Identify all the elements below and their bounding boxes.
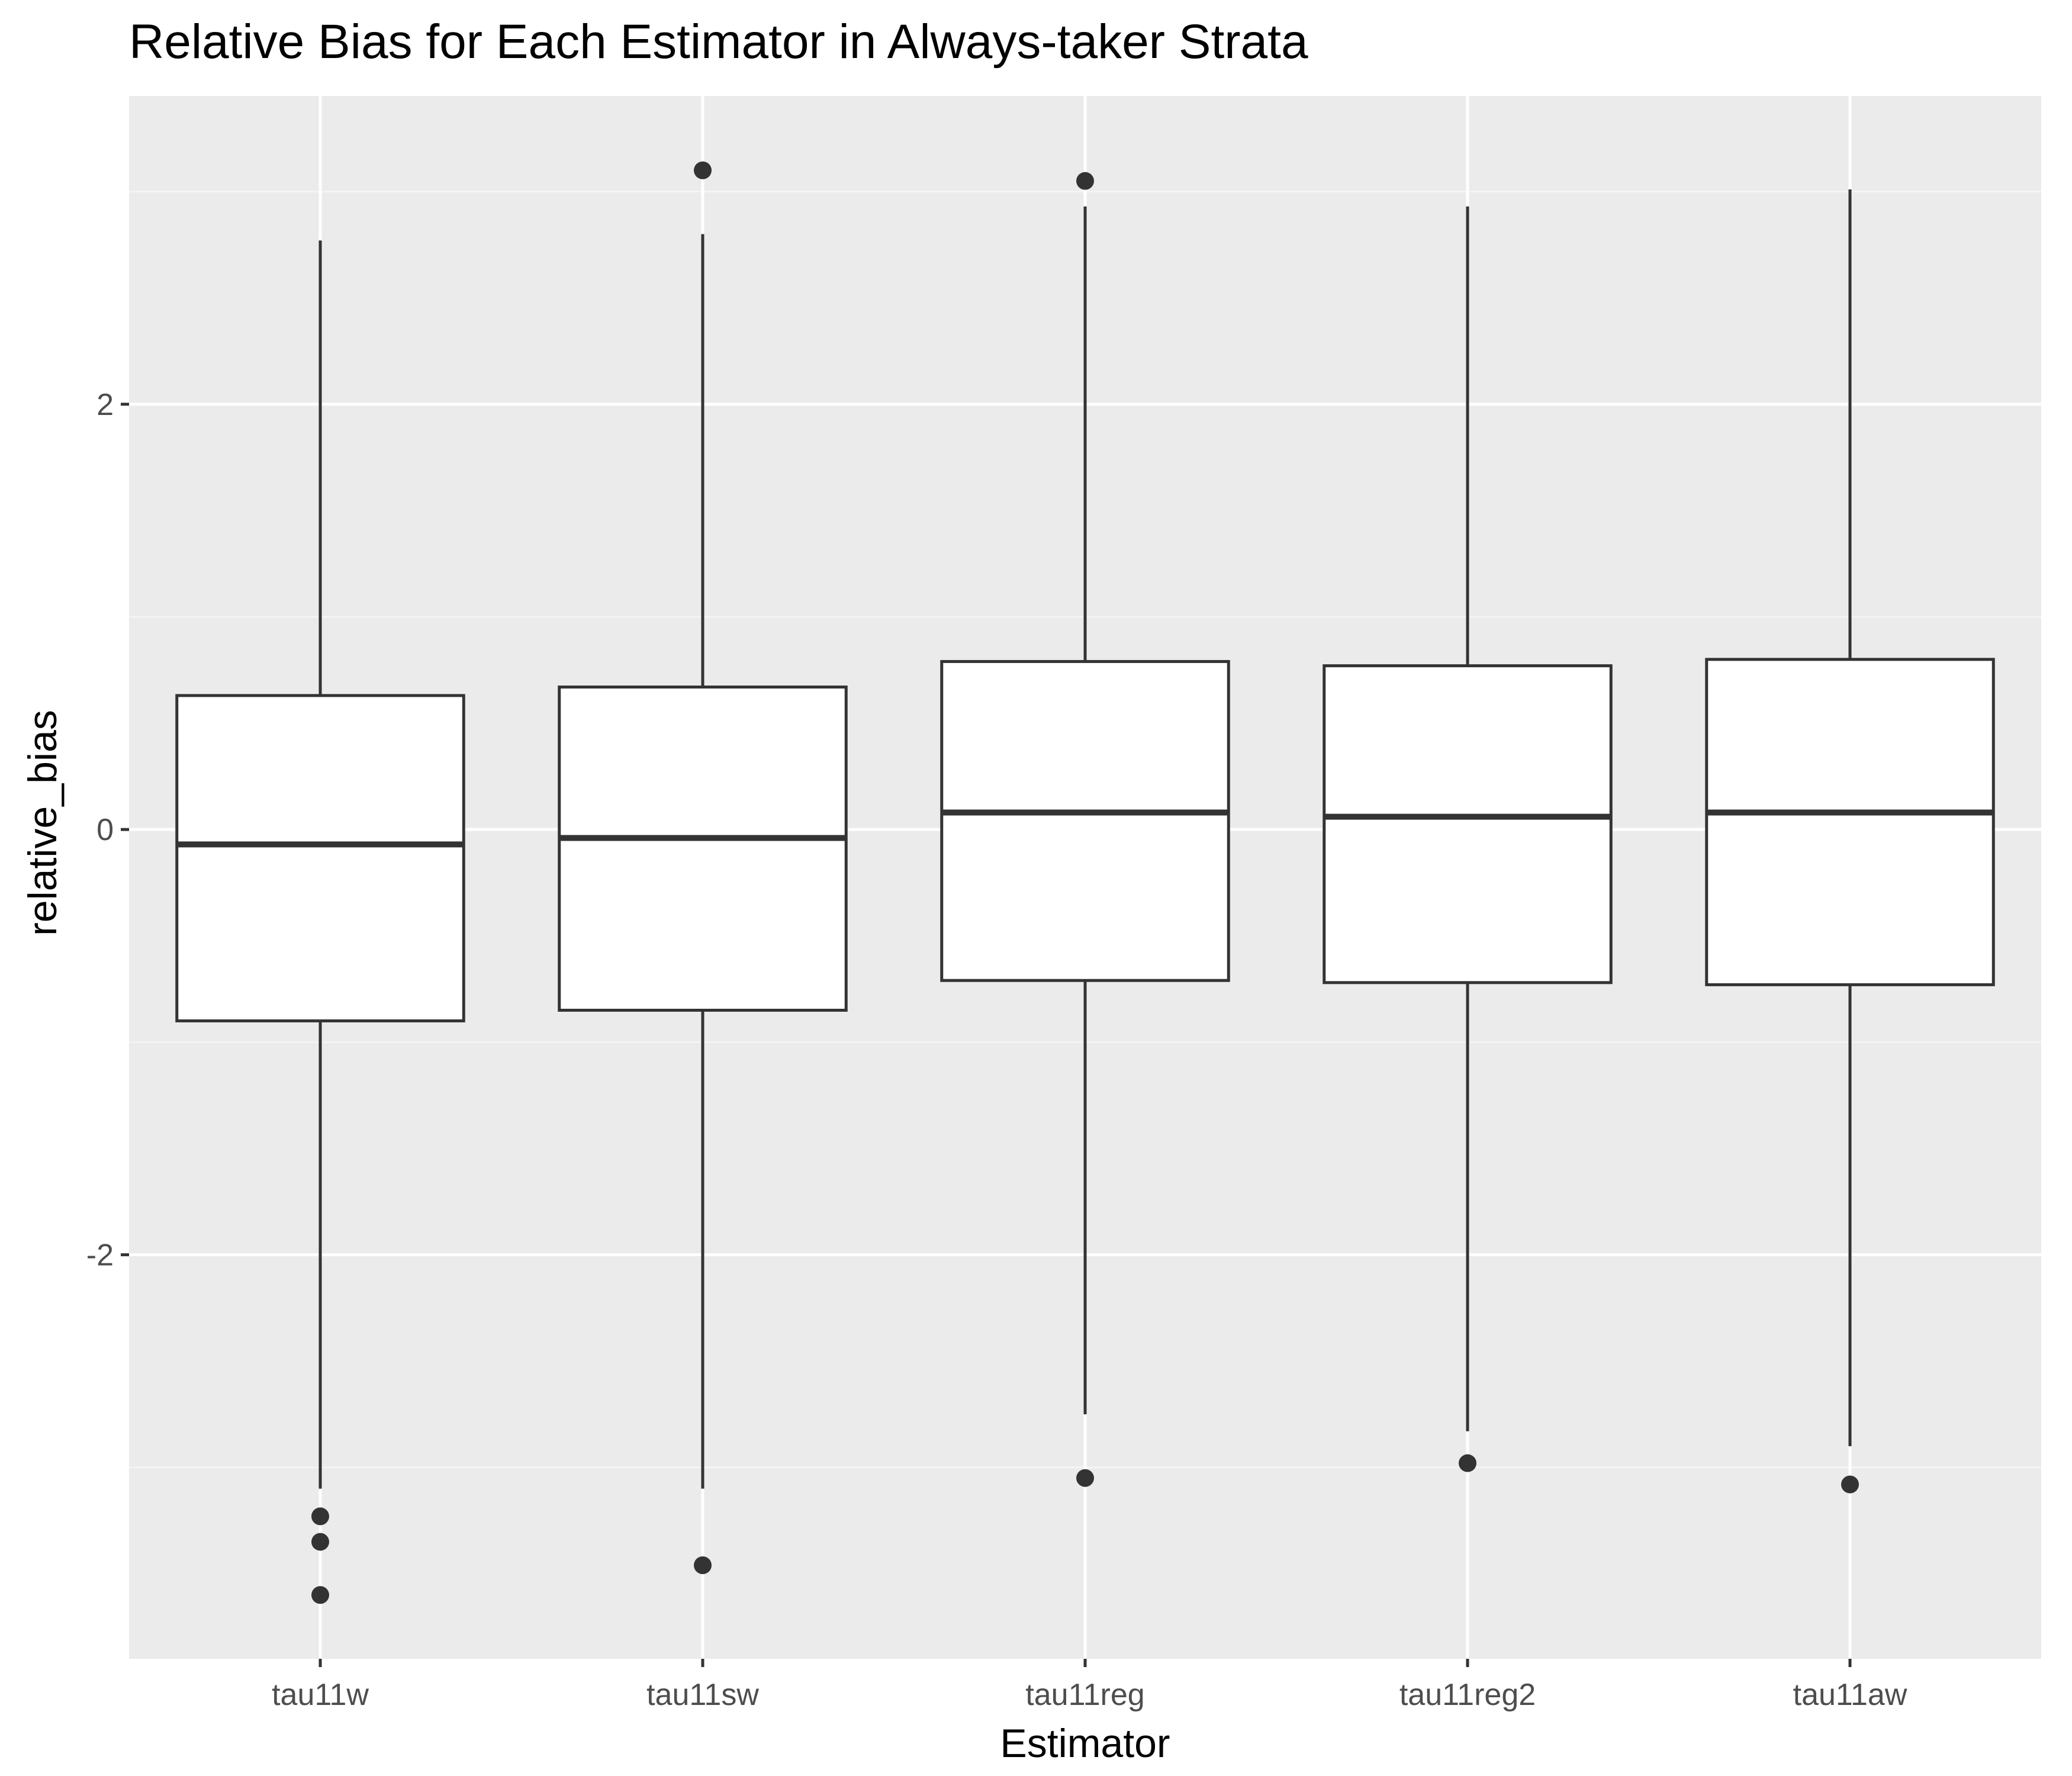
box-tau11aw [1705,189,1995,1494]
box-iqr [940,659,1230,982]
outlier-point [1459,1454,1476,1472]
outlier-point [311,1533,329,1551]
outlier-point [694,1556,712,1574]
box-iqr [1705,658,1995,986]
y-tick-label: 0 [96,813,114,847]
outlier-point [1076,1469,1094,1487]
box-tau11reg [940,172,1230,1487]
boxplot-layer [175,161,1995,1604]
x-axis-title: Estimator [1000,1721,1170,1766]
x-tick-label: tau11reg [1025,1678,1144,1712]
outlier-point [694,161,712,179]
x-tick-label: tau11sw [646,1678,759,1712]
y-tick-label: 2 [96,388,114,422]
outlier-point [1076,172,1094,190]
box-tau11sw [558,161,848,1574]
x-axis: tau11w tau11sw tau11reg tau11reg2 tau11aw [272,1659,1907,1712]
y-axis: -2 0 2 [86,388,129,1273]
x-tick-label: tau11aw [1793,1678,1907,1712]
box-iqr [558,686,848,1012]
y-axis-title: relative_bias [20,710,65,936]
box-tau11reg2 [1323,206,1613,1472]
box-iqr [175,694,465,1022]
x-tick-label: tau11reg2 [1399,1678,1536,1712]
box-iqr [1323,664,1613,984]
box-tau11w [175,240,465,1604]
outlier-point [311,1586,329,1604]
outlier-point [1841,1475,1859,1494]
x-tick-label: tau11w [272,1678,369,1712]
outlier-point [311,1507,329,1526]
y-tick-label: -2 [86,1238,114,1273]
chart-title: Relative Bias for Each Estimator in Alwa… [129,15,1308,69]
